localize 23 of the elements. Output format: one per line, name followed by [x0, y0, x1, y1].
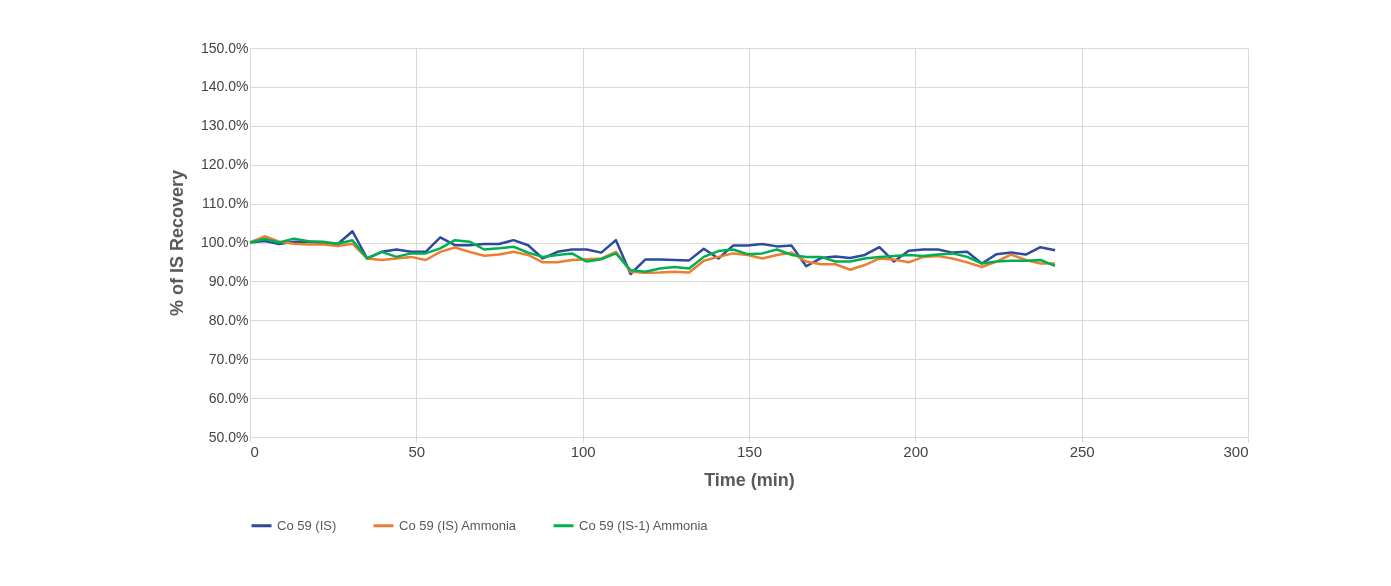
y-tick-label: 100.0%: [201, 234, 249, 250]
x-tick-label: 50: [408, 442, 426, 460]
x-tick-label: 100: [570, 442, 596, 460]
y-tick-label: 70.0%: [208, 350, 249, 367]
x-tick-label: 300: [1223, 442, 1249, 460]
y-tick-label: 130.0%: [201, 117, 249, 134]
x-axis-title: Time (min): [704, 469, 795, 490]
y-tick-label: 90.0%: [208, 272, 249, 289]
y-tick-label: 140.0%: [201, 78, 249, 95]
y-tick-label: 110.0%: [202, 195, 249, 212]
x-tick-label: 200: [903, 442, 929, 460]
legend-label: Co 59 (IS-1) Ammonia: [579, 517, 709, 533]
x-tick-label: 250: [1069, 442, 1095, 460]
x-tick-label: 150: [736, 442, 763, 460]
y-tick-label: 60.0%: [208, 389, 249, 406]
y-tick-label: 50.0%: [208, 428, 249, 445]
y-axis-title: % of IS Recovery: [167, 169, 188, 317]
y-tick-label: 150.0%: [201, 39, 249, 56]
legend-label: Co 59 (IS): [277, 517, 337, 533]
x-tick-label: 0: [250, 442, 259, 460]
y-tick-label: 80.0%: [208, 311, 249, 328]
y-tick-label: 120.0%: [201, 156, 249, 173]
legend-label: Co 59 (IS) Ammonia: [399, 517, 517, 533]
